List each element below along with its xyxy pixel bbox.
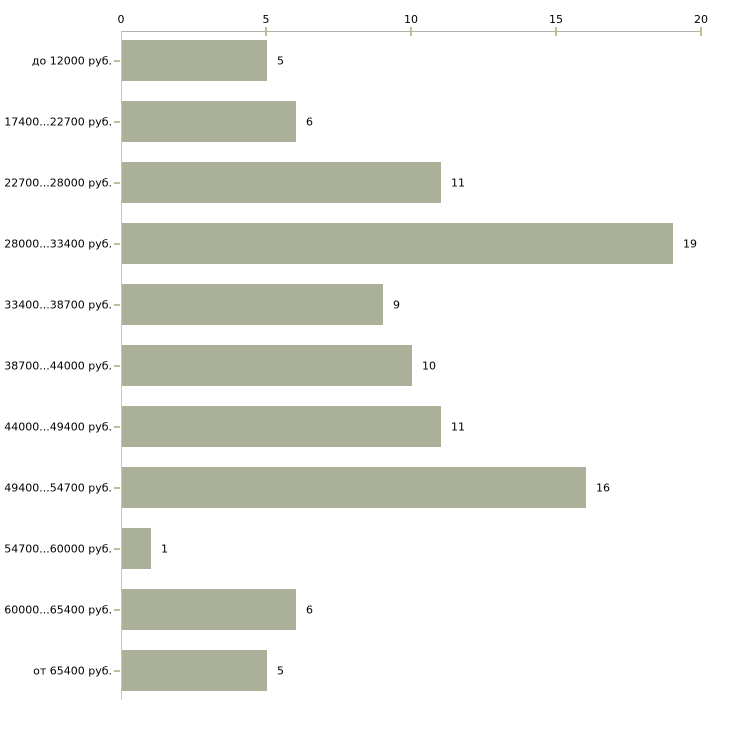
category-label: 38700...44000 руб. bbox=[4, 359, 112, 373]
x-tick-label: 5 bbox=[262, 13, 270, 26]
category-label: 22700...28000 руб. bbox=[4, 176, 112, 190]
x-tick-label: 0 bbox=[117, 13, 125, 26]
category-label: 54700...60000 руб. bbox=[4, 542, 112, 556]
bar bbox=[122, 528, 151, 569]
y-tick-mark bbox=[114, 487, 120, 489]
value-label: 11 bbox=[451, 176, 465, 190]
value-label: 6 bbox=[306, 115, 313, 129]
value-label: 5 bbox=[277, 664, 284, 678]
y-tick-mark bbox=[114, 548, 120, 550]
y-tick-mark bbox=[114, 60, 120, 62]
value-label: 11 bbox=[451, 420, 465, 434]
x-tick-mark bbox=[700, 27, 702, 36]
bar bbox=[122, 650, 267, 691]
y-tick-mark bbox=[114, 609, 120, 611]
value-label: 16 bbox=[596, 481, 610, 495]
y-tick-mark bbox=[114, 365, 120, 367]
y-tick-mark bbox=[114, 670, 120, 672]
x-tick-label: 20 bbox=[694, 13, 708, 26]
category-label: до 12000 руб. bbox=[31, 54, 112, 68]
y-tick-mark bbox=[114, 182, 120, 184]
category-label: 49400...54700 руб. bbox=[4, 481, 112, 495]
bar bbox=[122, 40, 267, 81]
value-label: 10 bbox=[422, 359, 436, 373]
value-label: 6 bbox=[306, 603, 313, 617]
y-tick-mark bbox=[114, 304, 120, 306]
value-label: 5 bbox=[277, 54, 284, 68]
category-label: 33400...38700 руб. bbox=[4, 298, 112, 312]
x-tick-mark bbox=[265, 27, 267, 36]
value-label: 9 bbox=[393, 298, 400, 312]
x-tick-mark bbox=[555, 27, 557, 36]
bar bbox=[122, 345, 412, 386]
bar bbox=[122, 162, 441, 203]
value-label: 1 bbox=[161, 542, 168, 556]
value-label: 19 bbox=[683, 237, 697, 251]
x-tick-label: 10 bbox=[404, 13, 418, 26]
y-axis-line bbox=[121, 31, 122, 700]
bar bbox=[122, 101, 296, 142]
x-tick-label: 15 bbox=[549, 13, 563, 26]
x-tick-mark bbox=[410, 27, 412, 36]
category-label: 28000...33400 руб. bbox=[4, 237, 112, 251]
y-tick-mark bbox=[114, 426, 120, 428]
bar bbox=[122, 589, 296, 630]
category-label: от 65400 руб. bbox=[33, 664, 112, 678]
y-tick-mark bbox=[114, 121, 120, 123]
category-label: 17400...22700 руб. bbox=[4, 115, 112, 129]
y-tick-mark bbox=[114, 243, 120, 245]
category-label: 44000...49400 руб. bbox=[4, 420, 112, 434]
bar bbox=[122, 406, 441, 447]
bar bbox=[122, 284, 383, 325]
bar bbox=[122, 467, 586, 508]
bar bbox=[122, 223, 673, 264]
category-label: 60000...65400 руб. bbox=[4, 603, 112, 617]
